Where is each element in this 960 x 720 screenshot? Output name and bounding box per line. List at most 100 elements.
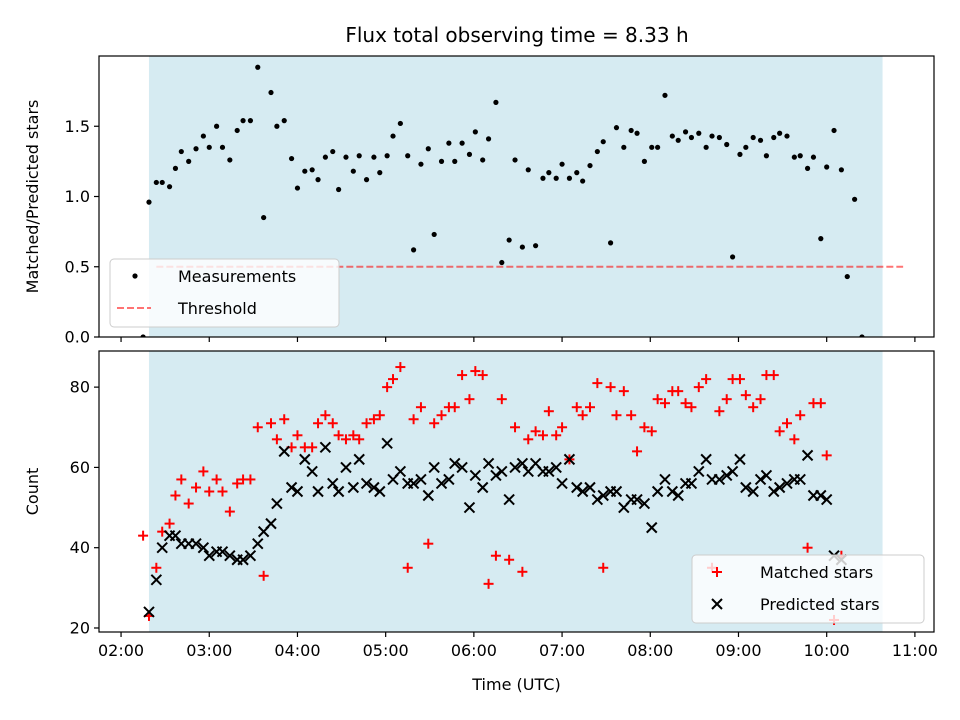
- predicted-star-point: [747, 485, 759, 498]
- predicted-marker-b: [449, 457, 461, 470]
- predicted-star-point: [556, 477, 568, 490]
- xtick-label: 03:00: [186, 641, 232, 660]
- predicted-marker-b: [768, 485, 780, 498]
- predicted-marker-b: [422, 489, 435, 502]
- predicted-marker-b: [150, 574, 163, 586]
- predicted-marker-b: [407, 477, 420, 490]
- matched-star-point: [551, 430, 562, 441]
- predicted-marker-b: [700, 453, 712, 466]
- predicted-marker-b: [496, 465, 508, 478]
- predicted-marker-b: [327, 477, 339, 490]
- matched-star-point: [292, 430, 303, 441]
- measurement-point: [438, 158, 445, 164]
- predicted-star-point: [721, 469, 733, 482]
- measurement-point: [688, 134, 695, 141]
- xtick-label: 10:00: [804, 641, 850, 660]
- predicted-marker-b: [271, 497, 283, 510]
- matched-star-point: [543, 406, 554, 417]
- predicted-star-point: [610, 485, 623, 498]
- matched-star-point: [361, 418, 372, 429]
- matched-star-point: [176, 474, 187, 485]
- measurement-point: [356, 153, 362, 159]
- predicted-star-point: [646, 521, 658, 534]
- matched-star-point: [504, 554, 515, 565]
- measurement-point: [178, 148, 184, 155]
- predicted-star-point: [726, 465, 739, 478]
- bottom-ytick-label: 20: [70, 618, 90, 637]
- matched-star-point: [680, 398, 691, 409]
- predicted-marker-b: [319, 441, 332, 454]
- matched-star-point: [217, 486, 228, 497]
- measurement-point: [613, 125, 620, 131]
- predicted-marker-b: [563, 453, 576, 466]
- predicted-star-point: [597, 489, 609, 502]
- predicted-star-point: [666, 485, 679, 498]
- predicted-star-point: [299, 453, 311, 466]
- xtick-label: 04:00: [274, 641, 320, 660]
- bottom-ytick-label: 40: [70, 538, 90, 557]
- predicted-star-point: [265, 517, 277, 530]
- predicted-marker-b: [299, 453, 311, 466]
- measurement-point: [336, 186, 342, 193]
- predicted-marker-b: [456, 461, 468, 474]
- predicted-star-point: [291, 485, 304, 498]
- matched-star-point: [734, 374, 745, 385]
- matched-star-point: [224, 506, 235, 517]
- matched-star-point: [639, 422, 650, 433]
- measurement-point: [655, 144, 661, 150]
- matched-star-point: [477, 370, 488, 381]
- bottom-legend-box: [691, 554, 925, 624]
- measurement-point: [452, 158, 458, 164]
- matched-star-point: [408, 414, 419, 425]
- predicted-star-point: [768, 485, 780, 498]
- predicted-star-point: [169, 529, 182, 542]
- top-ytick-label: 0.5: [65, 257, 90, 276]
- measurement-point: [397, 120, 403, 127]
- measurement-point: [459, 140, 465, 146]
- xtick-label: 06:00: [451, 641, 497, 660]
- measurement-point: [566, 175, 573, 181]
- predicted-star-point: [815, 489, 827, 502]
- matched-star-point: [632, 446, 643, 457]
- matched-star-point: [714, 406, 725, 417]
- predicted-marker-b: [156, 541, 168, 554]
- predicted-marker-b: [435, 477, 448, 490]
- matched-star-point: [721, 394, 732, 405]
- legend-label: Threshold: [177, 299, 257, 318]
- predicted-star-point: [638, 497, 651, 510]
- predicted-star-point: [700, 453, 712, 466]
- matched-star-point: [652, 394, 663, 405]
- matched-star-point: [340, 434, 351, 445]
- predicted-star-point: [781, 477, 793, 490]
- bottom-legend: Matched stars Predicted stars: [691, 554, 925, 624]
- matched-star-point: [402, 562, 413, 573]
- predicted-marker-b: [482, 457, 495, 470]
- measurement-point: [363, 177, 370, 183]
- predicted-star-point: [332, 485, 345, 498]
- predicted-marker-b: [685, 477, 698, 490]
- measurement-point: [607, 240, 614, 246]
- xtick-label: 05:00: [363, 641, 409, 660]
- matched-star-point: [659, 398, 670, 409]
- predicted-star-point: [407, 477, 420, 490]
- matched-star-point: [483, 578, 494, 589]
- measurement-point: [384, 153, 390, 159]
- matched-star-point: [768, 370, 779, 381]
- measurement-point: [649, 144, 655, 150]
- predicted-star-point: [374, 485, 386, 498]
- measurement-point: [628, 127, 634, 134]
- matched-star-point: [517, 566, 528, 577]
- predicted-marker-b: [244, 550, 257, 562]
- matched-star-point: [232, 478, 243, 489]
- measurement-point: [172, 165, 179, 171]
- measurement-point: [838, 167, 844, 173]
- measurement-point: [525, 167, 531, 173]
- measurement-point: [247, 118, 254, 124]
- measurement-point: [206, 144, 212, 150]
- matched-star-point: [395, 362, 406, 373]
- predicted-marker-b: [726, 465, 739, 478]
- measurement-point: [410, 247, 417, 253]
- legend-label: Measurements: [178, 267, 296, 286]
- predicted-marker-b: [631, 493, 643, 506]
- matched-star-point: [327, 418, 338, 429]
